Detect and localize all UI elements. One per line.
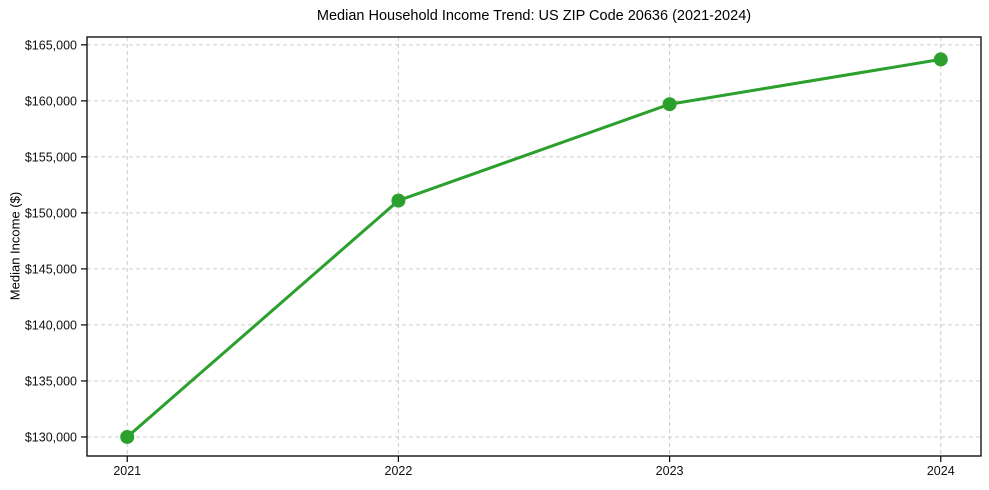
y-tick-label: $160,000 (25, 94, 77, 108)
trend-line (125, 57, 943, 439)
x-tick-label: 2021 (113, 464, 141, 478)
y-tick-label: $145,000 (25, 262, 77, 276)
x-tick-label: 2023 (656, 464, 684, 478)
data-point (662, 97, 677, 112)
y-tick-label: $130,000 (25, 430, 77, 444)
data-point (933, 52, 948, 67)
x-tick-label: 2022 (385, 464, 413, 478)
data-point (391, 193, 406, 208)
y-tick-label: $165,000 (25, 38, 77, 52)
chart-title: Median Household Income Trend: US ZIP Co… (316, 8, 752, 24)
data-point (120, 429, 135, 444)
y-tick-label: $140,000 (25, 318, 77, 332)
y-tick-label: $135,000 (25, 374, 77, 388)
y-tick-label: $150,000 (25, 206, 77, 220)
x-tick-label: 2024 (927, 464, 955, 478)
y-tick-label: $155,000 (25, 150, 77, 164)
plot-border (86, 36, 982, 457)
